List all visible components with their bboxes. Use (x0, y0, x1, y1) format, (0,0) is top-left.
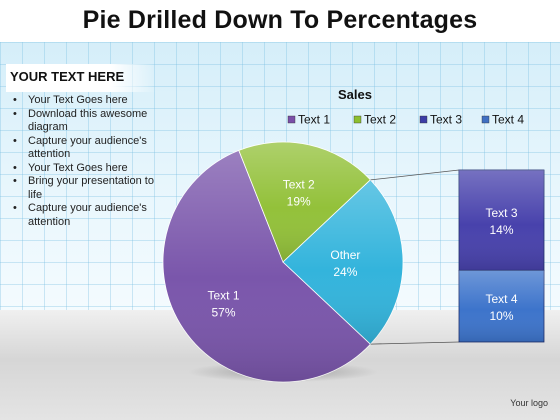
drilldown-segment-gloss (459, 170, 544, 271)
legend-label-text-3: Text 3 (430, 113, 462, 127)
pie-value-other: 24% (333, 265, 357, 279)
side-panel-heading: YOUR TEXT HERE (6, 64, 156, 92)
drilldown-value-text-3: 14% (489, 223, 513, 237)
connector-line-bottom (370, 341, 460, 345)
drilldown-label-text-3: Text 3 (485, 206, 517, 220)
pie-label-text-1: Text 1 (207, 289, 239, 303)
legend-swatch-text-3 (419, 115, 428, 124)
side-panel-heading-text: YOUR TEXT HERE (10, 69, 125, 84)
bullet-item: Download this awesome diagram (12, 108, 170, 135)
bullet-item: Capture your audience's attention (12, 202, 170, 229)
pie: Text 1 57% Text 2 19% Other 24% (162, 141, 404, 383)
side-panel-bullets: Your Text Goes here Download this awesom… (12, 94, 170, 229)
bullet-item: Your Text Goes here (12, 162, 170, 176)
legend-label-text-1: Text 1 (298, 113, 330, 127)
legend-label-text-4: Text 4 (492, 113, 524, 127)
drilldown-segment-gloss (459, 270, 544, 342)
bullet-item: Capture your audience's attention (12, 135, 170, 162)
legend-swatch-text-2 (353, 115, 362, 124)
drilldown-connectors (370, 169, 460, 345)
pie-value-text-2: 19% (287, 195, 311, 209)
logo-text: Your logo (510, 398, 548, 408)
pie-value-text-1: 57% (211, 306, 235, 320)
pie-label-text-2: Text 2 (283, 178, 315, 192)
bullet-item: Bring your presentation to life (12, 175, 170, 202)
drilldown-value-text-4: 10% (489, 309, 513, 323)
chart-title: Sales (338, 87, 372, 102)
connector-line-top (370, 169, 460, 181)
page-title: Pie Drilled Down To Percentages (82, 6, 478, 34)
drilldown-label-text-4: Text 4 (485, 292, 517, 306)
chart-legend: Text 1 Text 2 Text 3 Text 4 (287, 113, 524, 127)
pie-label-other: Other (330, 248, 360, 262)
bullet-item: Your Text Goes here (12, 94, 170, 108)
legend-label-text-2: Text 2 (364, 113, 396, 127)
legend-swatch-text-4 (481, 115, 490, 124)
legend-swatch-text-1 (287, 115, 296, 124)
drilldown-stack: Text 3 14% Text 4 10% (458, 169, 545, 343)
